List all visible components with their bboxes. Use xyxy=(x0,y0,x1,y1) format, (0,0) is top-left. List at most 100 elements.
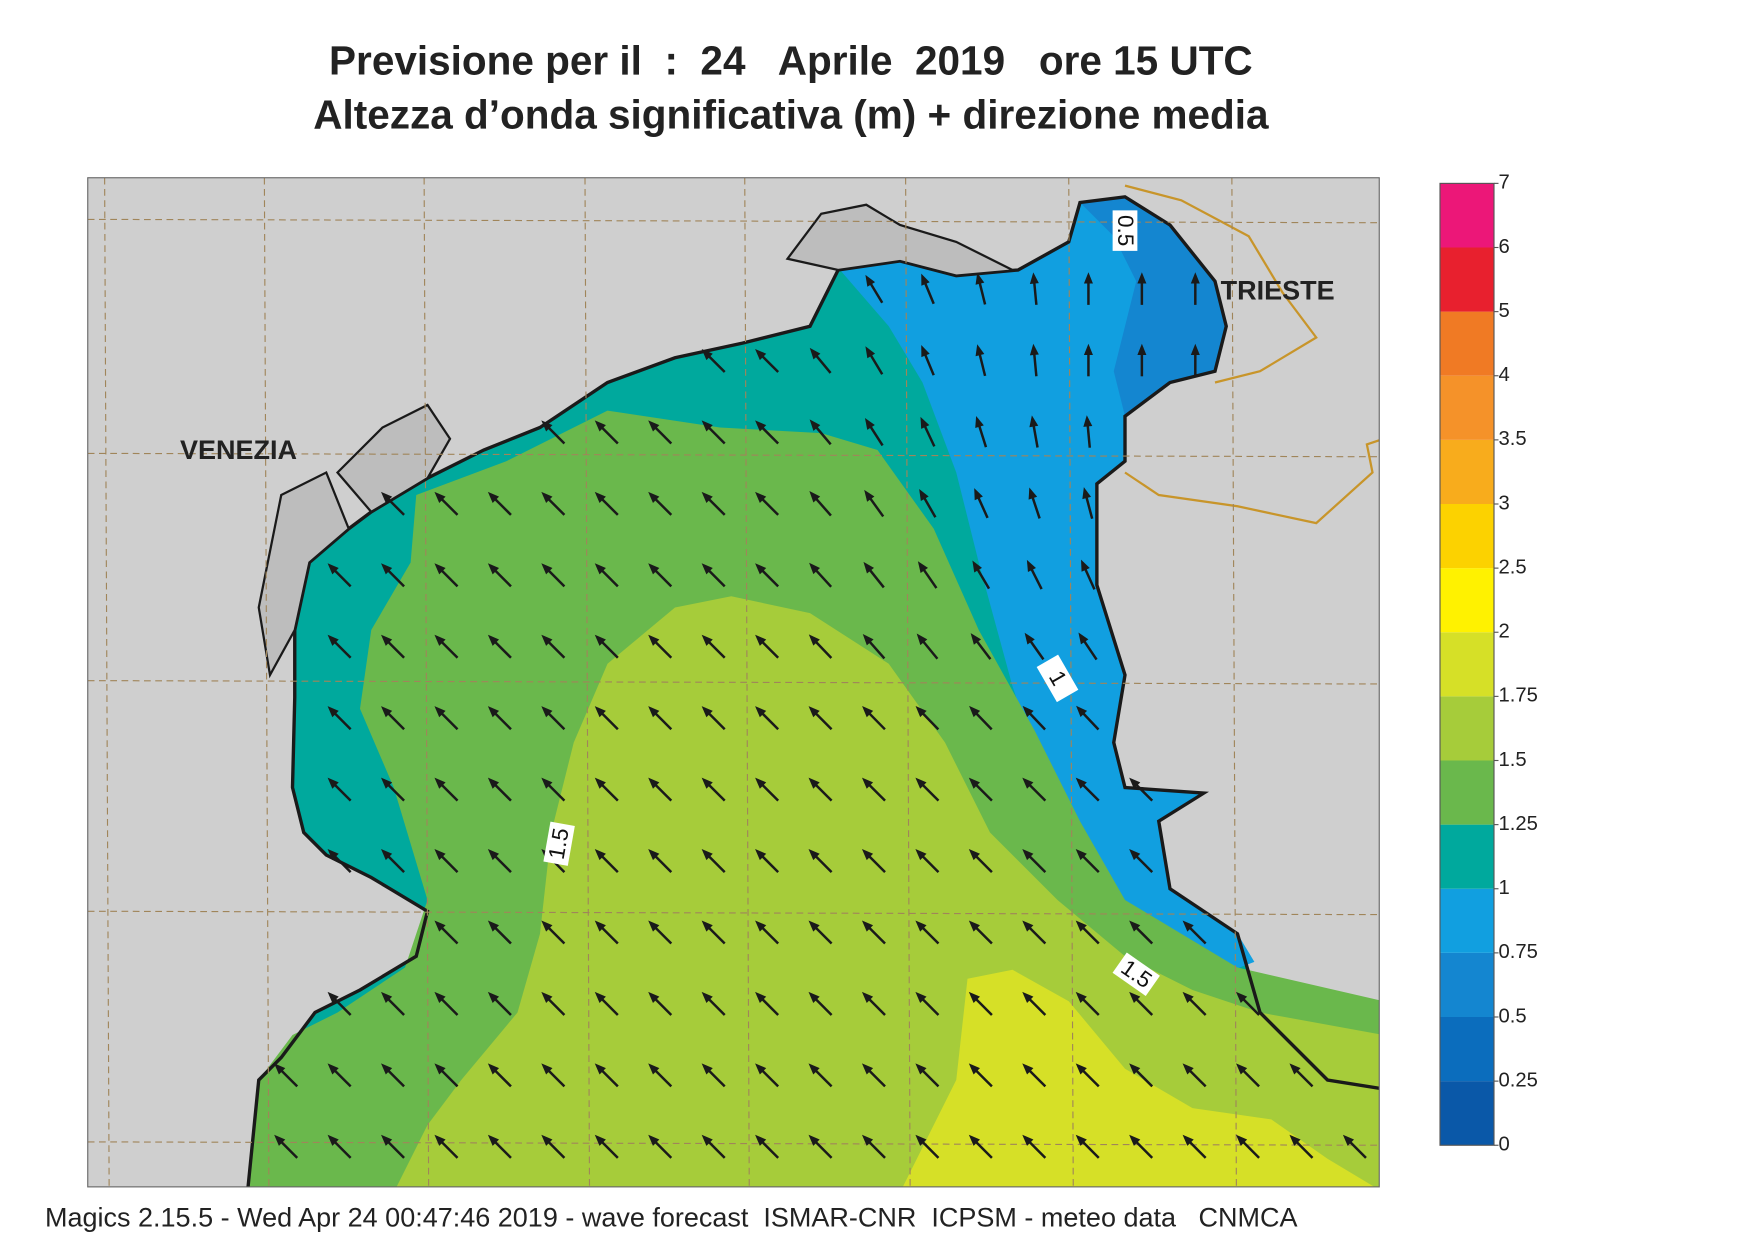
arrow-head xyxy=(755,706,767,718)
arrow-head xyxy=(921,273,930,286)
arrow-head xyxy=(648,849,660,861)
colorbar-tick-label: 6 xyxy=(1499,236,1510,258)
colorbar-tick-label: 2 xyxy=(1499,621,1510,643)
colorbar-tick-label: 1.5 xyxy=(1499,749,1527,771)
arrow-head xyxy=(327,1063,339,1075)
arrow-head xyxy=(808,991,820,1004)
colorbar-band xyxy=(1440,375,1494,440)
title: Previsione per il : 24 Aprile 2019 ore 1… xyxy=(329,37,1253,83)
contour-label-text: 1.5 xyxy=(544,826,574,861)
arrow-head xyxy=(701,420,713,432)
sea-zone xyxy=(902,969,1375,1187)
arrow-head xyxy=(975,344,985,357)
graticule-line xyxy=(87,218,1380,224)
arrow-head xyxy=(968,849,980,861)
arrow-head xyxy=(1024,632,1035,645)
arrow-head xyxy=(917,561,928,574)
subtitle: Altezza d’onda significativa (m) + direz… xyxy=(313,91,1269,137)
arrow-head xyxy=(920,416,930,429)
arrow-head xyxy=(755,634,767,646)
colorbar-tick-label: 1 xyxy=(1499,877,1510,899)
colorbar-band xyxy=(1440,504,1494,569)
arrow-head xyxy=(594,849,606,861)
arrow-head xyxy=(969,705,981,718)
arrow-head xyxy=(434,634,446,646)
arrow-head xyxy=(381,1134,393,1146)
arrow-head xyxy=(755,491,767,503)
arrow-head xyxy=(434,991,446,1004)
arrow-head xyxy=(594,1134,606,1146)
arrow-head xyxy=(970,633,982,645)
arrow-head xyxy=(541,706,553,718)
graticule-line xyxy=(87,910,1380,916)
arrow-head xyxy=(594,991,606,1004)
arrow-head xyxy=(1026,559,1036,573)
arrow-head xyxy=(1182,1063,1194,1075)
arrow-head xyxy=(808,849,820,861)
colorbar-tick-label: 7 xyxy=(1499,172,1510,194)
arrow-head xyxy=(915,705,927,718)
arrow-head xyxy=(1083,272,1093,284)
arrow-head xyxy=(701,1134,713,1146)
arrow-head xyxy=(541,777,553,789)
arrow-head xyxy=(1022,705,1034,718)
arrow-head xyxy=(701,920,713,932)
colorbar-band xyxy=(1440,311,1494,376)
arrow-head xyxy=(701,1063,713,1075)
arrow-head xyxy=(701,491,713,503)
colorbar-tick-label: 4 xyxy=(1499,364,1510,386)
arrow-head xyxy=(701,777,713,789)
arrow-head xyxy=(1022,1063,1034,1075)
border xyxy=(1124,184,1380,525)
colorbar-frame xyxy=(1439,182,1495,1146)
colorbar-tick-label: 2.5 xyxy=(1499,556,1527,578)
graticule-line xyxy=(87,452,1380,458)
arrow-head xyxy=(381,991,393,1004)
arrow-head xyxy=(975,272,985,285)
arrow-head xyxy=(1075,920,1087,932)
arrow-head xyxy=(972,560,982,573)
arrow-head xyxy=(1078,632,1089,645)
arrow-head xyxy=(1182,991,1194,1004)
arrow-head xyxy=(487,777,500,789)
arrow-head xyxy=(864,489,875,502)
arrow-head xyxy=(809,562,821,575)
arrow-head xyxy=(381,1063,393,1075)
arrow-head xyxy=(648,991,660,1004)
arrow-head xyxy=(1028,487,1038,500)
arrow-head xyxy=(434,777,446,789)
place-label: VENEZIA xyxy=(180,435,297,465)
arrow-head xyxy=(1075,1134,1087,1146)
arrow-head xyxy=(861,991,874,1004)
arrow-head xyxy=(1075,849,1087,861)
arrow-head xyxy=(809,491,821,503)
arrow-head xyxy=(701,849,713,861)
arrow-head xyxy=(755,849,767,861)
arrow-head xyxy=(916,633,928,646)
graticule-line xyxy=(87,680,1380,685)
contour-label-box xyxy=(1112,210,1138,251)
contour-label-box xyxy=(543,821,575,866)
arrow-head xyxy=(487,1134,500,1146)
arrow-head xyxy=(1137,272,1147,284)
arrow-head xyxy=(1029,415,1039,428)
graticule xyxy=(87,177,1380,1187)
arrow-head xyxy=(968,1134,980,1146)
arrow-head xyxy=(701,348,713,361)
arrow-head xyxy=(1022,920,1034,932)
arrow-head xyxy=(327,1134,339,1146)
arrow-head xyxy=(755,420,767,432)
arrow-head xyxy=(701,563,713,575)
arrow-head xyxy=(863,561,874,574)
arrow-head xyxy=(808,1063,820,1075)
arrow-head xyxy=(864,417,875,430)
arrow-head xyxy=(487,634,500,646)
arrow-head xyxy=(381,563,393,575)
colorbar: 0 0.25 0.5 0.75 1 1.25 1.5 1.75 2 2.5 3 3.5 4 5 6 7 xyxy=(1439,172,1538,1156)
arrow-head xyxy=(648,777,660,789)
arrow-head xyxy=(381,634,393,646)
contour-label: 1 xyxy=(1036,654,1079,703)
colorbar-band xyxy=(1440,696,1494,761)
